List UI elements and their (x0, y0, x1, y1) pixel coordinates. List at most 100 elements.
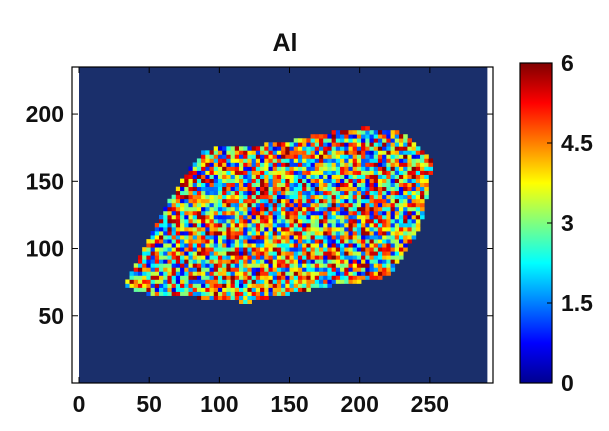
heatmap-cell (281, 194, 286, 200)
heatmap-cell (407, 170, 412, 175)
heatmap-cell (382, 231, 387, 236)
heatmap-cell (217, 186, 223, 192)
heatmap-cell (297, 206, 303, 212)
heatmap-cell (133, 283, 139, 288)
heatmap-cell (180, 178, 185, 183)
heatmap-cell (213, 251, 219, 256)
chart-title: Al (273, 29, 298, 57)
heatmap-cell (129, 275, 135, 280)
heatmap-cell (390, 235, 396, 240)
heatmap-cell (323, 166, 328, 171)
colorbar: 01.534.56 (519, 50, 593, 396)
heatmap-cell (268, 214, 274, 220)
heatmap-cell (234, 295, 240, 300)
heatmap-cell (365, 275, 370, 280)
heatmap-cell (382, 182, 387, 188)
heatmap-cell (180, 214, 185, 220)
heatmap-cell (217, 158, 223, 163)
heatmap-cell (365, 227, 370, 232)
heatmap-cell (234, 247, 240, 252)
heatmap-cell (234, 235, 240, 240)
heatmap-cell (234, 178, 240, 183)
heatmap-cell (289, 231, 295, 236)
heatmap-cell (243, 206, 248, 212)
heatmap-cell (365, 194, 370, 200)
heatmap-cell (373, 227, 379, 232)
heatmap-cell (327, 194, 332, 200)
heatmap-cell (318, 198, 324, 204)
heatmap-cell (348, 271, 354, 276)
heatmap-cell (302, 158, 307, 163)
heatmap-cell (398, 138, 404, 143)
heatmap-cell (205, 227, 210, 232)
heatmap-cell (373, 239, 379, 244)
heatmap-cell (407, 210, 412, 216)
heatmap-cell (222, 235, 227, 240)
heatmap-cell (243, 158, 248, 163)
heatmap-cell (217, 271, 223, 276)
heatmap-cell (373, 134, 379, 139)
heatmap-cell (205, 198, 210, 204)
heatmap-cell (335, 138, 341, 143)
heatmap-cell (394, 239, 400, 244)
heatmap-cell (243, 146, 248, 151)
heatmap-cell (403, 206, 408, 212)
heatmap-cell (217, 243, 223, 248)
heatmap-cell (142, 263, 147, 268)
heatmap-cell (411, 222, 417, 228)
heatmap-cell (209, 222, 215, 228)
heatmap-cell (415, 162, 421, 167)
heatmap-cell (167, 198, 172, 204)
heatmap-cell (390, 222, 396, 228)
heatmap-cell (260, 198, 265, 204)
heatmap-cell (150, 271, 156, 276)
heatmap-cell (226, 162, 231, 167)
heatmap-cell (377, 263, 383, 268)
heatmap-cell (234, 259, 240, 264)
heatmap-cell (285, 158, 290, 163)
heatmap-cell (377, 206, 383, 212)
heatmap-cell (230, 295, 236, 300)
heatmap-cell (163, 255, 168, 260)
heatmap-cell (192, 174, 198, 179)
heatmap-cell (154, 267, 160, 272)
heatmap-cell (297, 210, 303, 216)
heatmap-cell (323, 255, 328, 260)
heatmap-cell (348, 202, 354, 208)
heatmap-cell (403, 194, 408, 200)
heatmap-cell (356, 279, 362, 284)
heatmap-cell (352, 271, 358, 276)
heatmap-cell (251, 162, 257, 167)
heatmap-cell (377, 255, 383, 260)
heatmap-cell (310, 178, 316, 183)
heatmap-cell (407, 186, 412, 192)
heatmap-cell (184, 178, 189, 183)
heatmap-cell (260, 174, 265, 179)
heatmap-cell (331, 202, 337, 208)
heatmap-cell (302, 198, 307, 204)
heatmap-cell (171, 227, 177, 232)
heatmap-cell (331, 279, 337, 284)
heatmap-cell (251, 210, 257, 216)
heatmap-cell (264, 206, 269, 212)
heatmap-cell (335, 166, 341, 171)
heatmap-cell (196, 186, 202, 192)
heatmap-cell (234, 263, 240, 268)
heatmap-cell (222, 186, 227, 192)
heatmap-cell (386, 251, 391, 256)
heatmap-cell (213, 190, 219, 196)
heatmap-cell (142, 283, 147, 288)
heatmap-cell (369, 158, 375, 163)
heatmap-cell (361, 134, 366, 139)
heatmap-cell (306, 162, 311, 167)
heatmap-cell (335, 259, 341, 264)
heatmap-cell (344, 251, 349, 256)
heatmap-cell (314, 174, 320, 179)
heatmap-cell (251, 287, 257, 292)
heatmap-cell (142, 279, 147, 284)
heatmap-cell (163, 251, 168, 256)
heatmap-cell (420, 198, 425, 204)
heatmap-cell (306, 267, 311, 272)
heatmap-cell (175, 275, 181, 280)
